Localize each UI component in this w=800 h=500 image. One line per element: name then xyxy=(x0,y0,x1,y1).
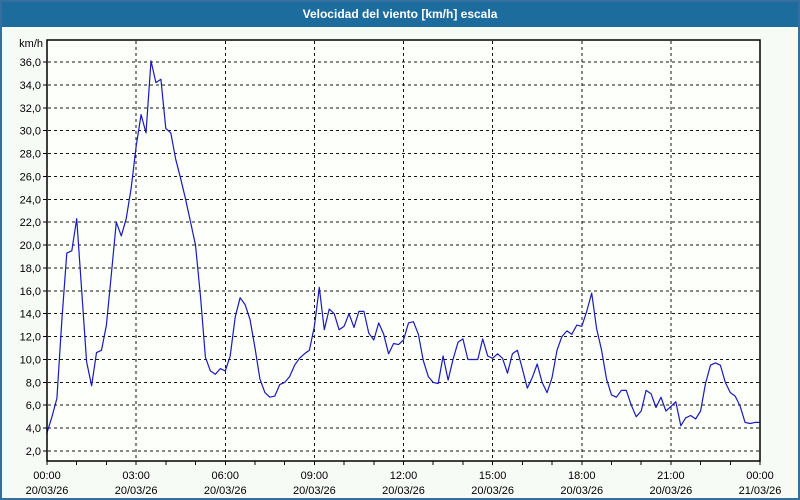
x-tick-time: 09:00 xyxy=(301,470,329,482)
x-tick-time: 00:00 xyxy=(746,470,774,482)
wind-speed-line xyxy=(46,60,760,433)
y-tick-label: 32,0 xyxy=(20,103,41,115)
y-tick-label: 26,0 xyxy=(20,171,41,183)
y-tick-label: 20,0 xyxy=(20,240,41,252)
y-tick-label: 6,0 xyxy=(26,400,41,412)
y-tick-label: 8,0 xyxy=(26,377,41,389)
x-tick-time: 12:00 xyxy=(390,470,418,482)
x-gridlines xyxy=(135,41,672,460)
x-tick-time: 15:00 xyxy=(479,470,507,482)
chart-title: Velocidad del viento [km/h] escala xyxy=(2,2,798,27)
wind-speed-chart: km/h 36,0 34,0 32,0 30,0 28,0 26,0 24,0 22,0 20,0… xyxy=(19,38,782,497)
y-axis-unit: km/h xyxy=(19,38,43,50)
x-tick-date: 20/03/26 xyxy=(649,485,692,497)
y-tick-label: 34,0 xyxy=(20,80,41,92)
chart-canvas: km/h 36,0 34,0 32,0 30,0 28,0 26,0 24,0 22,0 20,0… xyxy=(2,27,798,498)
y-tick-label: 28,0 xyxy=(20,149,41,161)
x-axis-labels: 00:00 20/03/26 03:00 20/03/26 06:00 20/03/26 0… xyxy=(26,470,782,497)
y-tick-label: 36,0 xyxy=(20,57,41,69)
x-tick-date: 20/03/26 xyxy=(26,485,69,497)
x-tick-date: 20/03/26 xyxy=(115,485,158,497)
x-tick-time: 00:00 xyxy=(33,470,61,482)
y-tick-label: 24,0 xyxy=(20,194,41,206)
x-tick-date: 20/03/26 xyxy=(382,485,425,497)
y-tick-label: 2,0 xyxy=(26,446,41,458)
y-tick-label: 12,0 xyxy=(20,332,41,344)
y-tick-label: 10,0 xyxy=(20,354,41,366)
y-unit-label: km/h xyxy=(19,38,43,50)
y-tick-label: 4,0 xyxy=(26,423,41,435)
x-tick-date: 21/03/26 xyxy=(739,485,782,497)
x-tick-time: 18:00 xyxy=(568,470,596,482)
x-tick-date: 20/03/26 xyxy=(293,485,336,497)
x-tick-date: 20/03/26 xyxy=(560,485,603,497)
y-tick-label: 14,0 xyxy=(20,309,41,321)
x-tick-date: 20/03/26 xyxy=(471,485,514,497)
y-axis-labels: 36,0 34,0 32,0 30,0 28,0 26,0 24,0 22,0 20,0 18,0… xyxy=(20,57,41,458)
y-tick-label: 30,0 xyxy=(20,126,41,138)
y-tick-label: 22,0 xyxy=(20,217,41,229)
x-tick-time: 03:00 xyxy=(122,470,150,482)
x-tick-time: 06:00 xyxy=(211,470,239,482)
x-tick-date: 20/03/26 xyxy=(204,485,247,497)
y-tick-label: 16,0 xyxy=(20,286,41,298)
plot-border xyxy=(46,39,761,462)
x-tick-time: 21:00 xyxy=(657,470,685,482)
y-tick-label: 18,0 xyxy=(20,263,41,275)
